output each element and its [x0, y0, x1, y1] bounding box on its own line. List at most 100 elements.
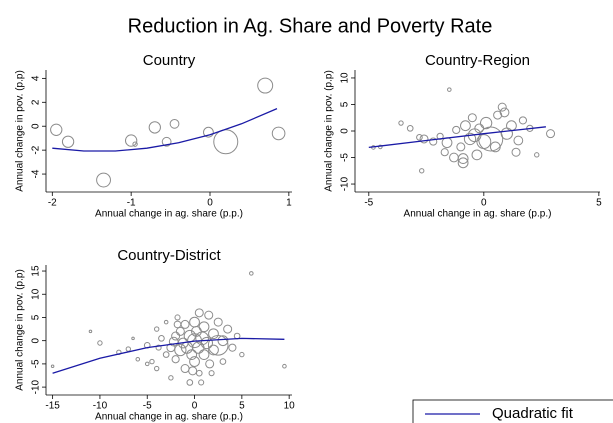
- bubble: [195, 331, 209, 346]
- bubble: [50, 123, 63, 136]
- bubble: [500, 127, 513, 140]
- bubble: [419, 168, 425, 174]
- bubble: [452, 125, 461, 135]
- y-axis-label: Annual change in pov. (p.p): [324, 70, 335, 192]
- bubble: [148, 121, 161, 134]
- bubble: [171, 331, 181, 341]
- bubble: [194, 308, 204, 318]
- bubble: [174, 314, 181, 321]
- y-tick-label: -5: [340, 153, 351, 162]
- bubble: [456, 142, 466, 152]
- y-tick-label: 10: [31, 288, 42, 300]
- bubble: [186, 349, 198, 361]
- bubble: [457, 153, 469, 164]
- bubble: [195, 369, 203, 377]
- bubble: [161, 136, 172, 147]
- bubble: [249, 271, 254, 276]
- bubble: [398, 120, 404, 126]
- bubble: [186, 379, 194, 386]
- y-tick-label: -10: [340, 176, 351, 191]
- bubble: [203, 126, 214, 138]
- x-axis-label: Annual change in ag. share (p.p.): [95, 412, 243, 423]
- bubble: [378, 144, 383, 150]
- y-tick-label: 10: [340, 72, 351, 84]
- bubble: [198, 321, 210, 333]
- x-tick-label: 0: [481, 198, 487, 209]
- bubble: [257, 77, 274, 94]
- x-tick-label: -5: [364, 198, 373, 209]
- bubble: [223, 324, 233, 334]
- y-tick-label: 0: [31, 337, 42, 343]
- y-tick-label: -2: [31, 145, 42, 154]
- bubble: [162, 351, 170, 358]
- bubble: [198, 379, 205, 386]
- x-tick-label: 0: [207, 198, 213, 209]
- bubble: [155, 344, 162, 351]
- bubble: [144, 361, 150, 367]
- bubble: [175, 326, 185, 336]
- bubble: [429, 137, 438, 146]
- x-tick-label: -2: [48, 198, 57, 209]
- bubble: [478, 126, 504, 152]
- x-tick-label: -5: [143, 401, 152, 412]
- bubble: [132, 141, 138, 147]
- bubble: [416, 134, 423, 141]
- x-tick-label: -10: [93, 401, 108, 412]
- y-tick-label: 5: [340, 101, 351, 107]
- x-tick-label: 1: [286, 198, 292, 209]
- bubble: [158, 335, 165, 342]
- bubble: [208, 344, 219, 356]
- bubble: [154, 326, 160, 332]
- bubble: [198, 349, 210, 361]
- bubble: [180, 364, 190, 374]
- bubble: [511, 147, 521, 157]
- bubble: [282, 363, 287, 369]
- chart-title: Reduction in Ag. Share and Poverty Rate: [128, 15, 493, 37]
- bubble: [131, 336, 135, 341]
- panel-title: Country-District: [117, 247, 221, 264]
- bubble: [493, 110, 503, 120]
- bubble: [168, 336, 179, 347]
- y-tick-label: 4: [31, 75, 42, 81]
- bubble: [489, 141, 501, 153]
- bubble: [271, 126, 286, 141]
- bubble: [180, 319, 190, 329]
- y-tick-label: -4: [31, 169, 42, 178]
- x-tick-label: 5: [239, 401, 245, 412]
- bubble: [125, 346, 132, 352]
- fit-line: [368, 126, 546, 149]
- bubble: [174, 343, 187, 357]
- x-axis-label: Annual change in ag. share (p.p.): [404, 209, 552, 220]
- y-tick-label: 5: [31, 314, 42, 320]
- bubble: [168, 375, 174, 381]
- bubble: [419, 134, 429, 144]
- bubble: [497, 102, 507, 112]
- bubble: [447, 87, 452, 92]
- y-tick-label: 2: [31, 99, 42, 105]
- bubble: [189, 316, 200, 328]
- panel-title: Country-Region: [425, 52, 530, 69]
- bubble: [467, 113, 477, 123]
- bubble: [163, 319, 169, 325]
- bubble: [154, 365, 160, 372]
- y-tick-label: -5: [31, 359, 42, 368]
- bubble: [169, 118, 180, 129]
- y-tick-label: 15: [31, 265, 42, 277]
- fit-line: [52, 337, 285, 374]
- bubble: [499, 107, 510, 118]
- bubble: [440, 148, 449, 157]
- bubble: [200, 336, 214, 350]
- x-tick-label: -15: [45, 401, 60, 412]
- bubble: [463, 132, 477, 146]
- y-tick-label: 0: [31, 123, 42, 129]
- bubble: [534, 152, 540, 158]
- x-tick-label: 5: [596, 198, 602, 209]
- legend-box: [412, 399, 613, 423]
- bubble: [471, 149, 483, 161]
- bubble: [149, 358, 155, 365]
- x-tick-label: 0: [192, 401, 198, 412]
- x-tick-label: -1: [127, 198, 136, 209]
- bubble: [518, 116, 528, 125]
- bubble: [135, 356, 141, 362]
